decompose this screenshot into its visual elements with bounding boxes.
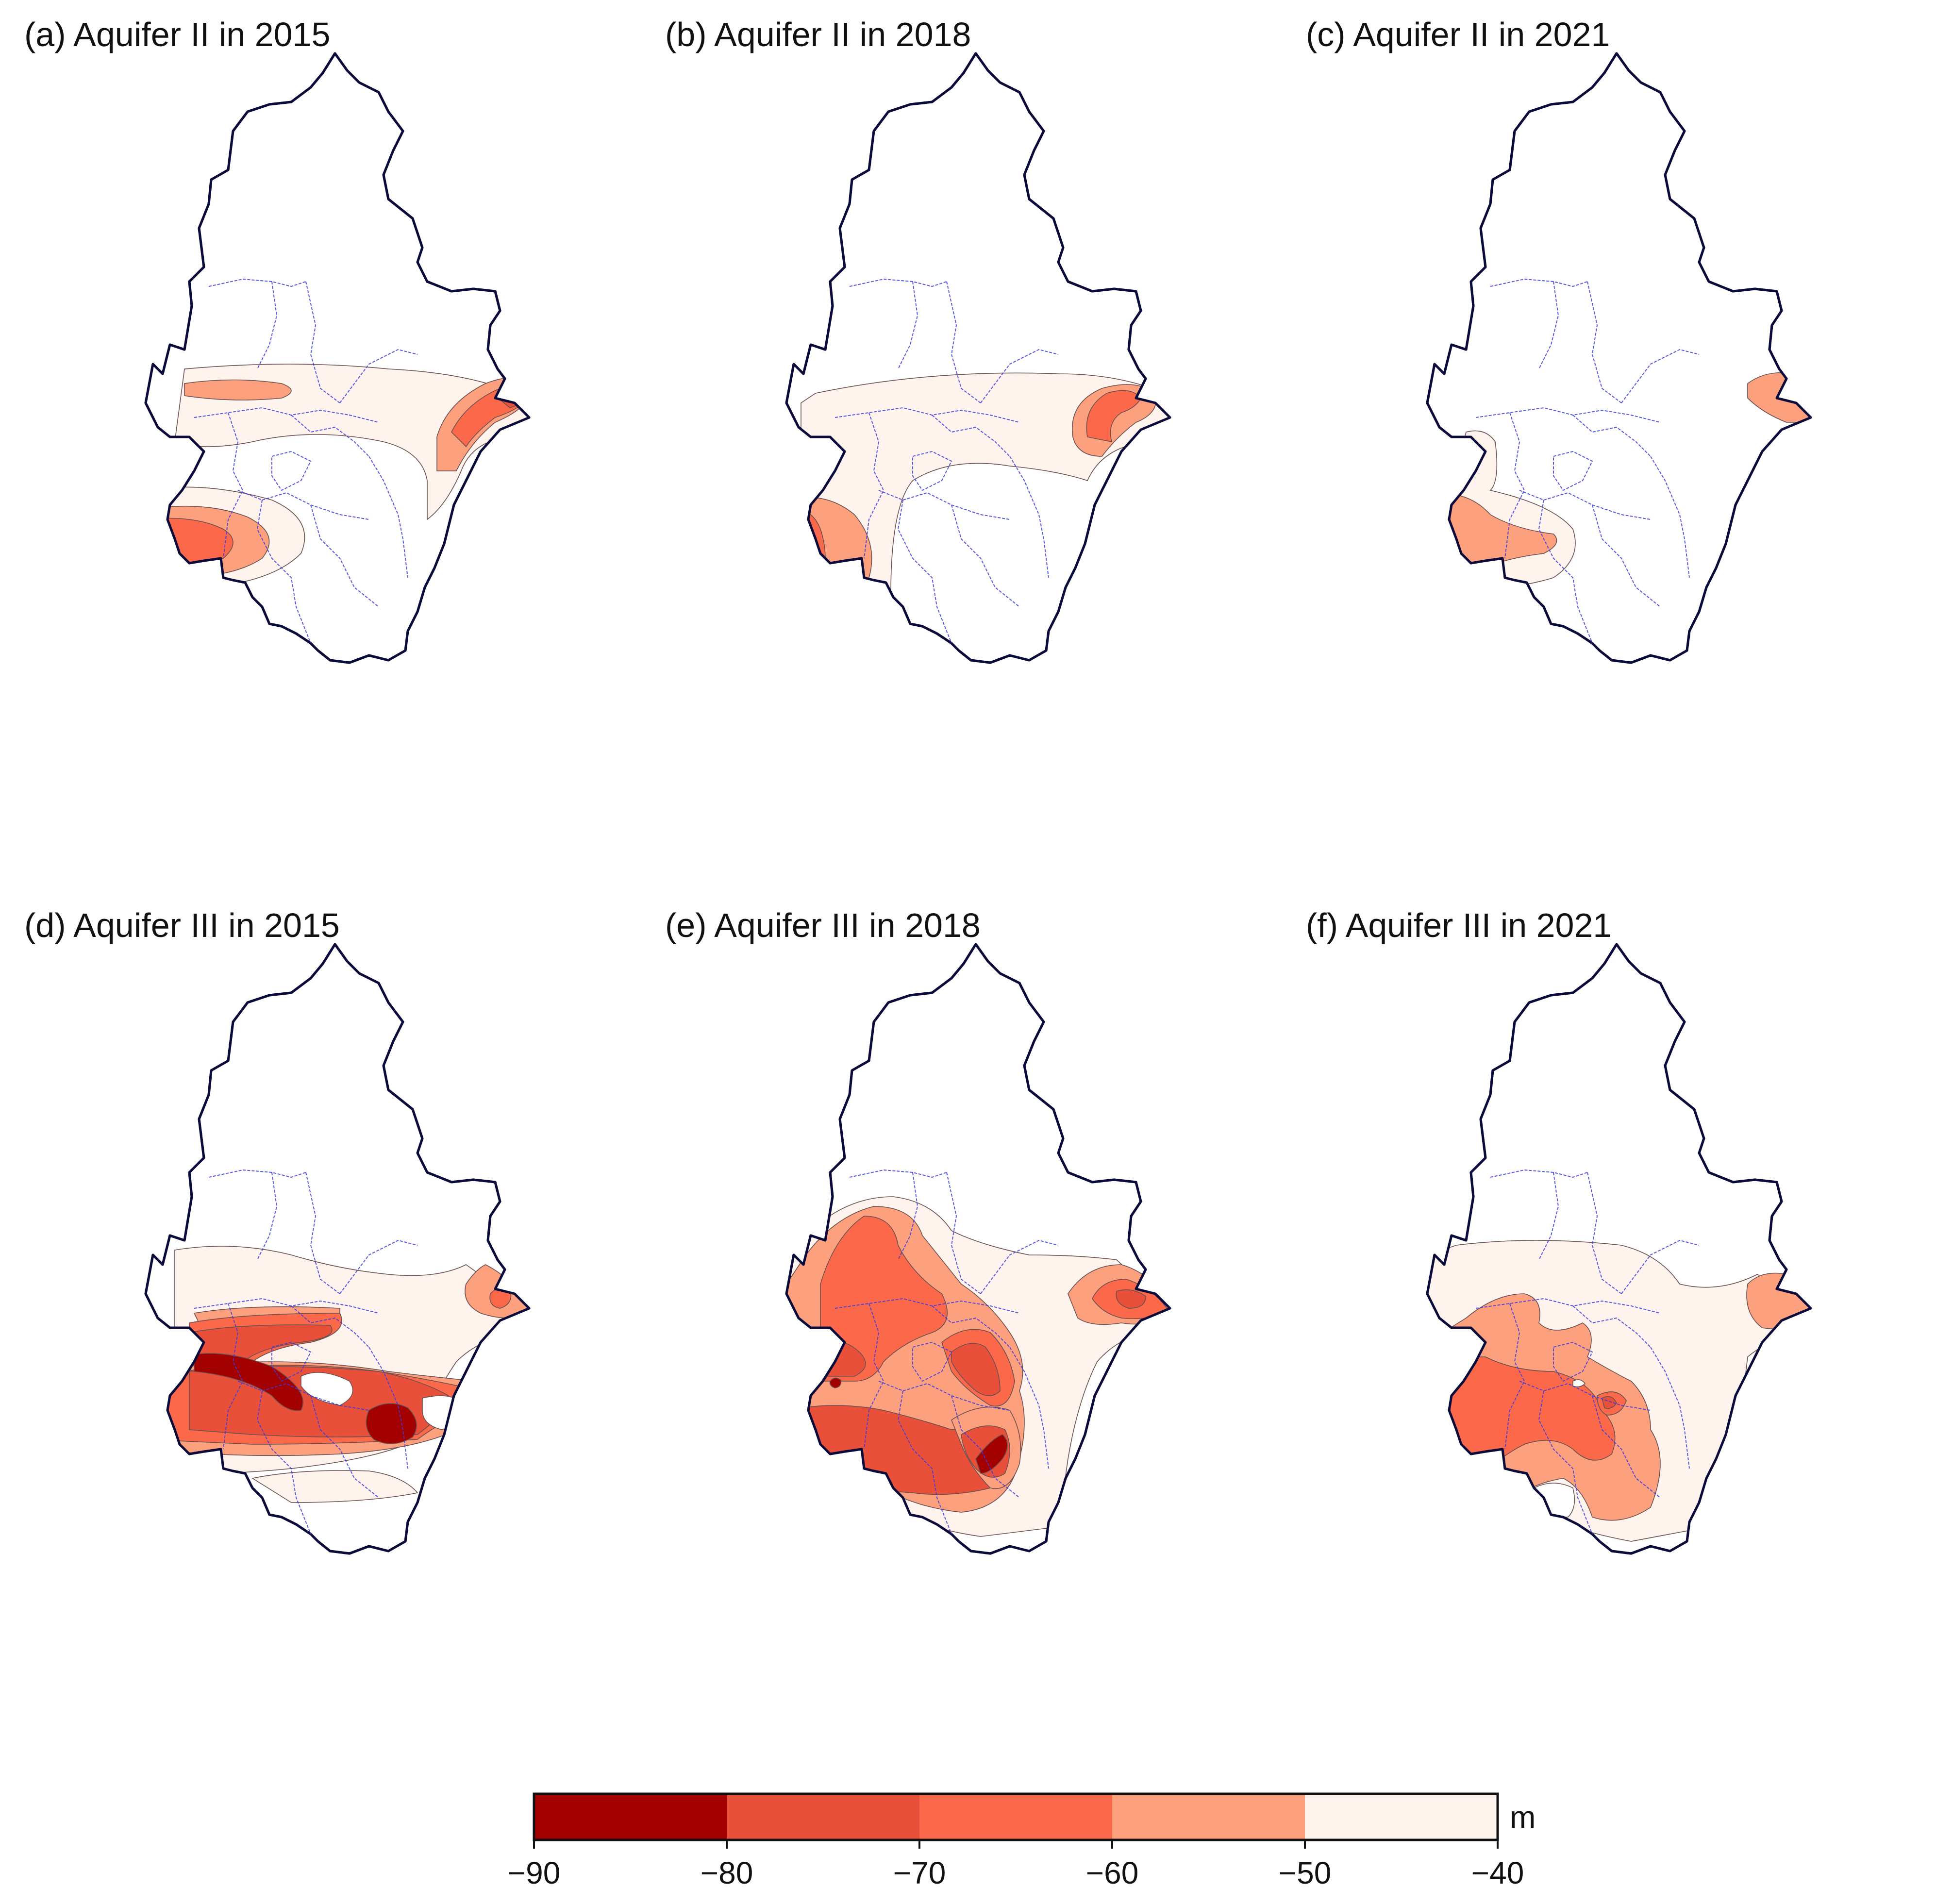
panel-a: (a) Aquifer II in 2015 <box>24 16 531 664</box>
map-e <box>785 943 1171 1555</box>
colorbar-tick-label: −40 <box>1471 1855 1524 1890</box>
panel-b: (b) Aquifer II in 2018 <box>665 16 1171 664</box>
panel-title-e: (e) Aquifer III in 2018 <box>665 906 981 944</box>
colorbar-tick-label: −80 <box>701 1855 753 1890</box>
panel-f: (f) Aquifer III in 2021 <box>1306 906 1812 1555</box>
map-c <box>1426 52 1812 664</box>
colorbar-segment <box>534 1794 727 1840</box>
panel-title-b: (b) Aquifer II in 2018 <box>665 16 971 53</box>
colorbar-tick-label: −70 <box>893 1855 946 1890</box>
colorbar-segment <box>1305 1794 1498 1840</box>
panel-title-d: (d) Aquifer III in 2015 <box>24 906 340 944</box>
contour-fill-f <box>1427 1240 1811 1542</box>
contour-fill-d <box>146 1246 529 1503</box>
panel-c: (c) Aquifer II in 2021 <box>1306 16 1812 664</box>
panel-title-c: (c) Aquifer II in 2021 <box>1306 16 1610 53</box>
map-f <box>1426 943 1812 1555</box>
panel-title-f: (f) Aquifer III in 2021 <box>1306 906 1612 944</box>
colorbar-segment <box>919 1794 1112 1840</box>
colorbar-tick-label: −90 <box>508 1855 561 1890</box>
panel-e: (e) Aquifer III in 2018 <box>665 906 1171 1555</box>
contour-fill-e <box>786 1196 1170 1537</box>
map-a <box>144 52 531 664</box>
colorbar-tick-label: −50 <box>1279 1855 1332 1890</box>
colorbar-unit: m <box>1510 1800 1535 1835</box>
map-b <box>785 52 1171 664</box>
colorbar-segment <box>1112 1794 1305 1840</box>
colorbar: −90 −80 −70 −60 −50 −40 m <box>508 1792 1535 1890</box>
colorbar-segment <box>727 1794 919 1840</box>
colorbar-tick-label: −60 <box>1086 1855 1139 1890</box>
colorbar-frame <box>533 1792 1499 1841</box>
panel-d: (d) Aquifer III in 2015 <box>24 906 531 1555</box>
map-d <box>144 943 531 1555</box>
panel-title-a: (a) Aquifer II in 2015 <box>24 16 330 53</box>
